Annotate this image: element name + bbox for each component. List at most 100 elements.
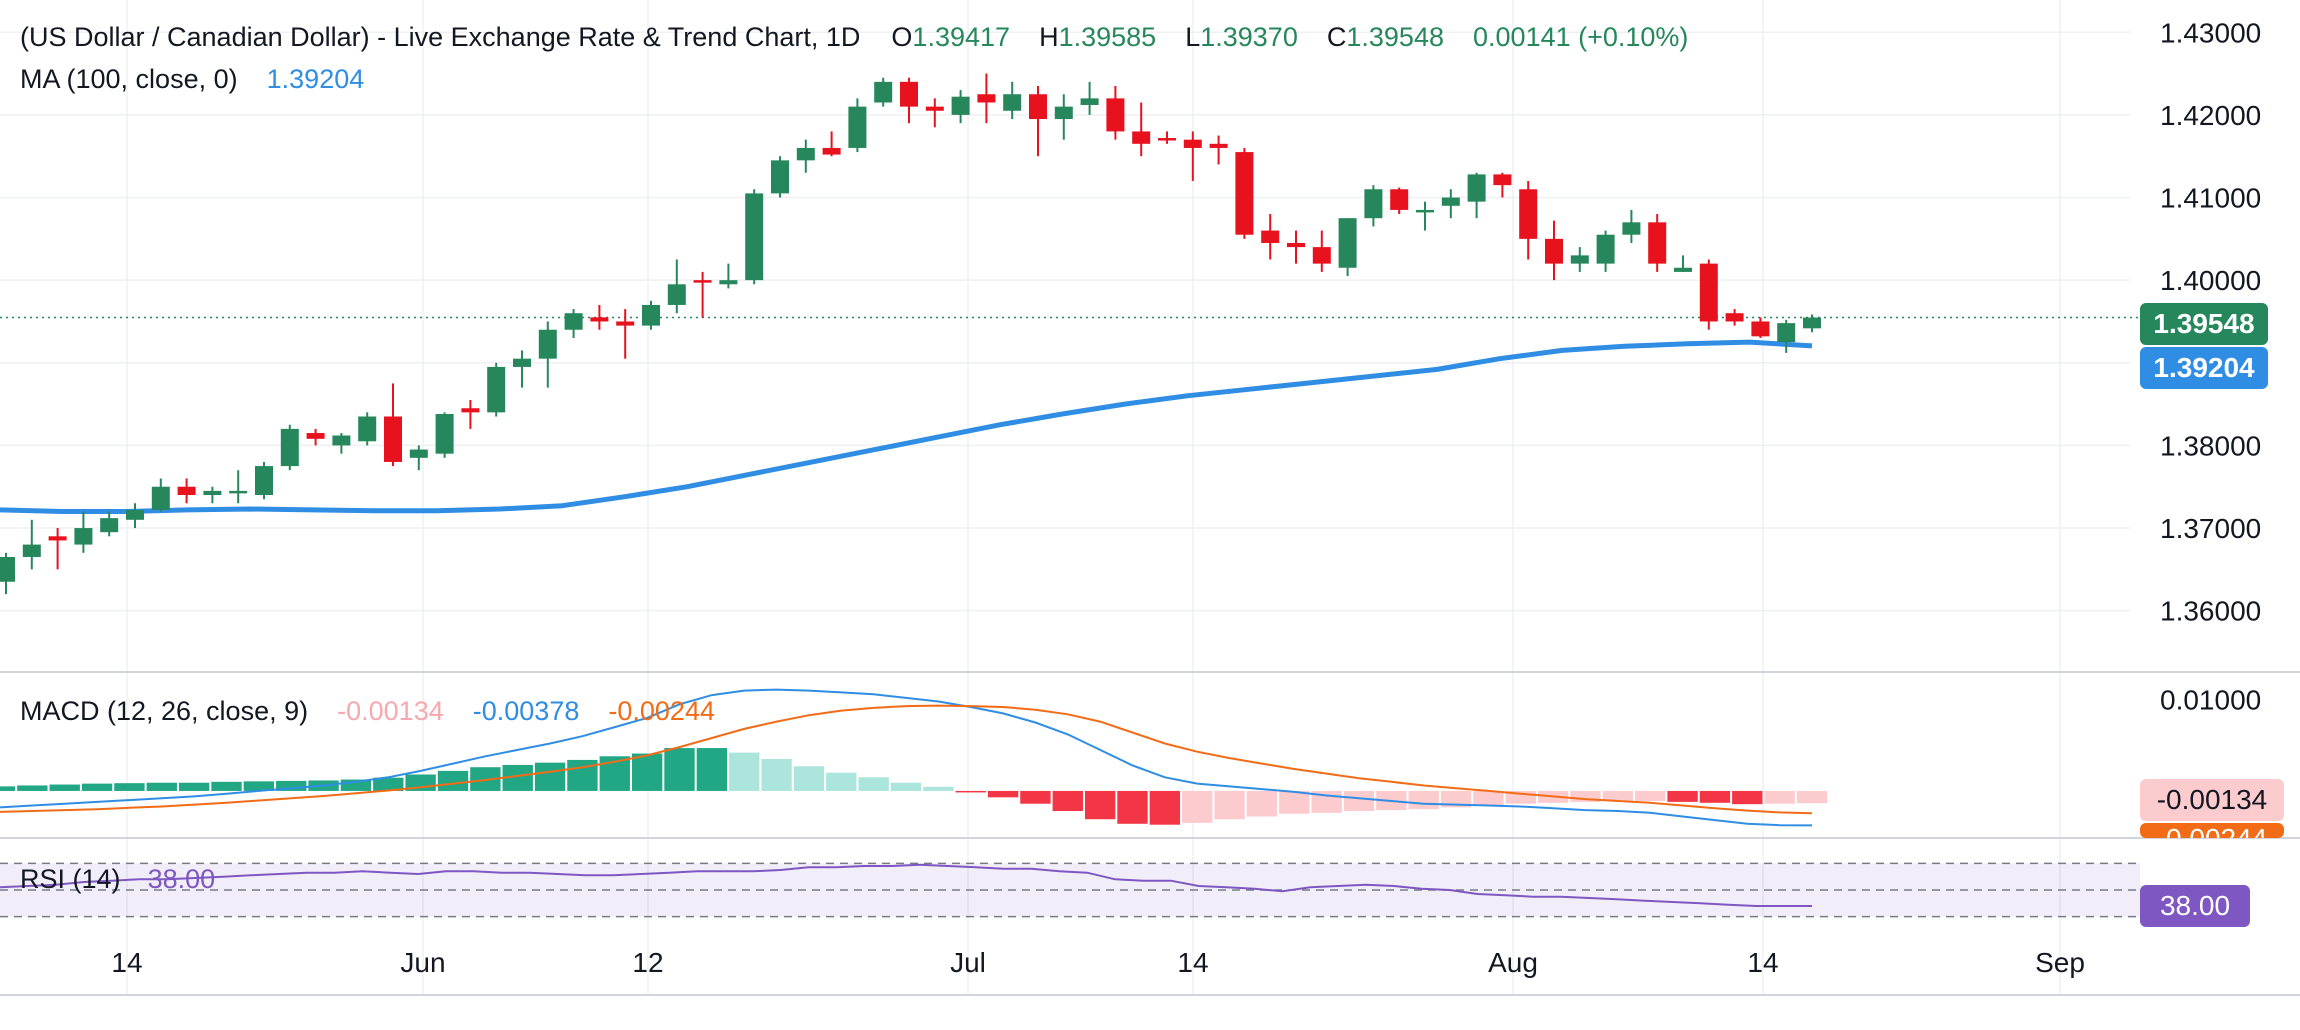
price-tick-label: 1.38000 <box>2160 430 2261 461</box>
macd-histogram-bar <box>0 786 16 791</box>
macd-histogram-bar <box>890 782 922 791</box>
candle <box>1338 218 1357 277</box>
candle <box>1235 147 1254 239</box>
candle <box>126 503 144 529</box>
ma-100-series <box>0 339 1813 514</box>
macd-histogram-bar <box>631 753 663 791</box>
macd-histogram-bar <box>1473 790 1504 806</box>
candle-body <box>590 317 609 322</box>
candle <box>74 511 93 553</box>
ma-value: 1.39204 <box>266 64 365 94</box>
macd-histogram-bar <box>987 790 1019 798</box>
close-label: C <box>1326 22 1347 52</box>
macd-histogram-bar <box>534 762 566 791</box>
candle-body <box>667 284 686 305</box>
macd-line <box>0 688 1813 827</box>
candle-body <box>1519 189 1538 239</box>
macd-histogram-bar <box>858 777 889 791</box>
candle <box>745 189 764 285</box>
candle <box>1003 81 1022 120</box>
candle-body <box>1803 317 1821 329</box>
macd-line-value: -0.00378 <box>472 696 580 726</box>
macd-histogram-bar <box>793 766 825 791</box>
candle <box>1725 309 1744 326</box>
rsi-tag: 38.00 <box>2140 885 2250 927</box>
macd-histogram-bar <box>1279 790 1310 814</box>
price-axis: 1.43000 1.42000 1.41000 1.40000 1.38000 1.370… <box>2160 17 2261 715</box>
candle-body <box>1003 94 1022 111</box>
price-tick-label: 1.40000 <box>2160 265 2261 296</box>
rsi-legend: RSI (14) 38.00 <box>20 864 215 895</box>
candle <box>1570 247 1589 272</box>
candle-body <box>1545 238 1563 264</box>
candle <box>977 73 996 124</box>
candle-body <box>306 433 325 439</box>
macd-histogram-bar <box>1408 790 1439 810</box>
candle <box>1364 185 1383 227</box>
candle-body <box>0 556 15 582</box>
macd-histogram-bar <box>1732 790 1763 805</box>
candle-body <box>1338 218 1357 268</box>
macd-histogram-bar <box>81 783 113 791</box>
candle <box>590 304 609 330</box>
candle <box>616 309 635 359</box>
candle <box>409 445 428 471</box>
macd-histogram-bar <box>1182 790 1213 823</box>
candle <box>1493 172 1512 198</box>
candle-body <box>1029 94 1047 120</box>
candle <box>925 98 944 128</box>
candle <box>22 519 41 570</box>
candle <box>1029 85 1047 157</box>
candle-body <box>177 486 196 495</box>
macd-histogram-bar <box>437 770 469 791</box>
candlestick-series <box>0 73 1821 595</box>
candle <box>358 412 377 446</box>
macd-histogram-bar <box>1149 790 1181 825</box>
macd-histogram-bar <box>923 786 954 791</box>
candle-body <box>1777 323 1796 343</box>
rsi-pane <box>0 862 2140 918</box>
candle-body <box>1596 234 1615 264</box>
candle-body <box>693 280 712 283</box>
ma-price-tag: 1.39204 <box>2140 347 2268 389</box>
time-tick-label: Aug <box>1488 947 1538 978</box>
time-tick-label: Sep <box>2035 947 2085 978</box>
candle <box>538 321 557 388</box>
macd-histogram-bar <box>276 780 307 791</box>
candle-body <box>642 304 660 326</box>
high-label: H <box>1039 22 1059 52</box>
candle-body <box>951 96 970 115</box>
macd-histogram-bar <box>373 777 404 791</box>
candle <box>1390 187 1409 215</box>
macd-histogram-bar <box>1635 790 1666 801</box>
candle-body <box>22 544 41 557</box>
candle-body <box>358 416 377 442</box>
time-tick-label: 14 <box>111 947 142 978</box>
macd-signal-value: -0.00244 <box>608 696 715 726</box>
candle-body <box>1235 152 1254 235</box>
macd-label: MACD (12, 26, close, 9) <box>20 696 309 726</box>
candle <box>693 271 712 318</box>
candle-body <box>255 466 273 495</box>
candle <box>1209 135 1228 165</box>
macd-histogram-bar <box>1699 790 1731 803</box>
candle <box>151 478 170 512</box>
candle-body <box>848 106 867 148</box>
macd-histogram-bar <box>1602 790 1634 801</box>
macd-histogram-bar <box>826 772 857 791</box>
candle <box>642 300 660 330</box>
ma-label: MA (100, close, 0) <box>20 64 238 94</box>
price-tick-label: 1.41000 <box>2160 183 2261 214</box>
candle <box>848 98 867 153</box>
candle <box>255 461 273 500</box>
candle-body <box>461 408 480 413</box>
candle <box>177 478 196 504</box>
macd-tick-label: 0.01000 <box>2160 685 2261 716</box>
macd-signal-line <box>0 704 1813 815</box>
candle <box>1699 259 1718 330</box>
candle-body <box>1674 267 1692 272</box>
candle-body <box>1054 106 1073 120</box>
candle-body <box>151 486 170 510</box>
macd-hist-value: -0.00134 <box>337 696 444 726</box>
